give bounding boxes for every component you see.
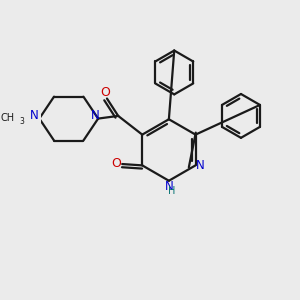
Text: 3: 3: [20, 117, 24, 126]
Text: N: N: [196, 159, 205, 172]
Text: O: O: [111, 157, 121, 170]
Text: CH: CH: [0, 113, 14, 123]
Text: N: N: [164, 180, 173, 193]
Text: N: N: [30, 110, 39, 122]
Text: H: H: [168, 186, 176, 196]
Text: N: N: [91, 109, 99, 122]
Text: O: O: [101, 86, 111, 99]
